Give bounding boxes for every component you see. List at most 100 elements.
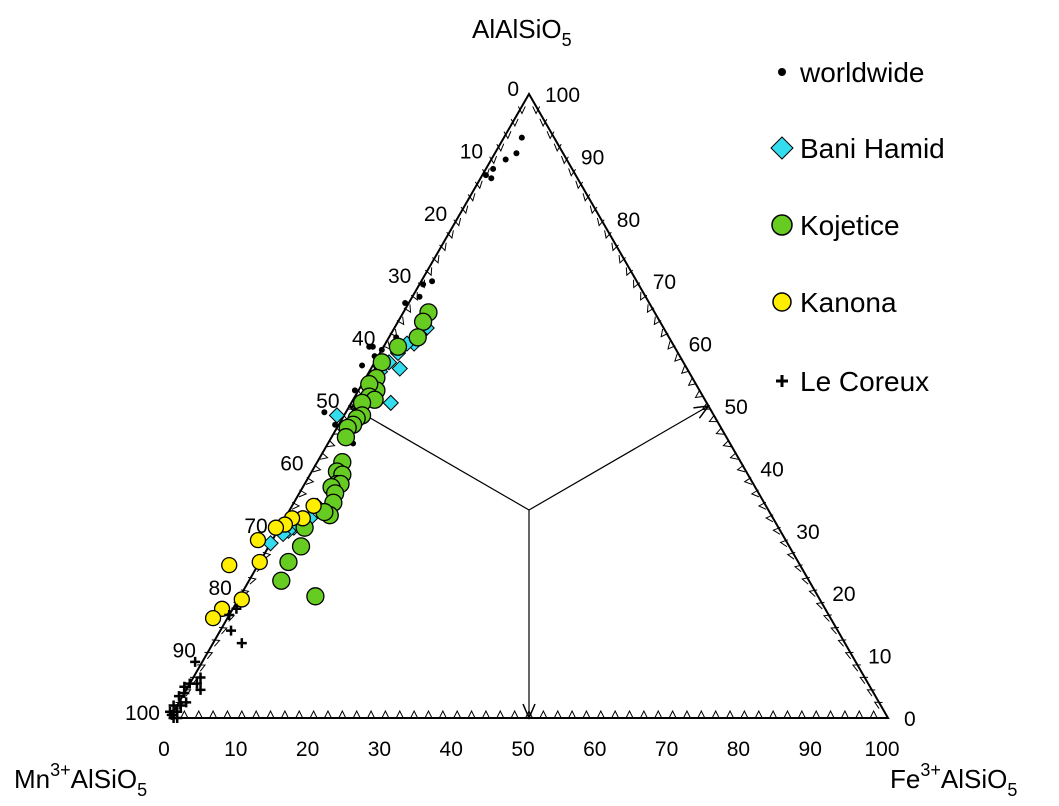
tick-left <box>446 230 454 240</box>
point-kojetice <box>306 587 325 606</box>
point-kojetice <box>279 552 298 572</box>
point-kojetice <box>413 312 433 331</box>
tick-left <box>248 576 257 585</box>
tick-bottom <box>324 709 332 719</box>
tick-bottom <box>754 709 763 719</box>
tick-bottom <box>237 709 246 719</box>
point-worldwide <box>518 134 525 141</box>
median-line-right <box>528 405 709 511</box>
tick-bottom <box>596 709 605 719</box>
tick-label-right: 100 <box>545 84 580 107</box>
tick-bottom <box>352 709 361 719</box>
tick-left <box>305 476 315 485</box>
tick-bottom <box>668 709 677 719</box>
point-kanona <box>204 610 222 627</box>
tick-right <box>743 476 753 485</box>
point-kojetice <box>291 537 311 556</box>
tick-label-bottom: 50 <box>511 738 534 761</box>
tick-bottom <box>223 709 232 719</box>
tick-right <box>830 626 840 635</box>
tick-label-right: 70 <box>653 271 676 294</box>
tick-bottom <box>826 709 835 719</box>
tick-bottom <box>438 709 447 719</box>
point-worldwide <box>359 362 366 369</box>
tick-left <box>396 316 405 326</box>
tick-right <box>786 551 796 560</box>
point-kojetice <box>408 328 427 347</box>
tick-bottom <box>280 709 289 719</box>
median-arrow-bottom <box>522 703 536 720</box>
point-worldwide <box>416 293 423 300</box>
tick-label-bottom: 60 <box>583 738 606 761</box>
tick-label-right: 90 <box>581 146 604 169</box>
tick-right <box>653 316 662 326</box>
point-kanona <box>233 591 250 608</box>
tick-right <box>801 576 810 585</box>
tick-left <box>197 664 207 672</box>
tick-left <box>218 626 228 635</box>
point-worldwide <box>513 150 520 157</box>
tick-right <box>575 180 584 190</box>
legend-item-le-coreux: Le Coreux <box>776 366 929 397</box>
tick-bottom <box>338 709 347 719</box>
tick-bottom <box>769 709 778 719</box>
tick-right <box>568 168 576 177</box>
tick-right <box>646 304 655 314</box>
tick-left <box>326 439 336 448</box>
tick-left <box>460 205 469 215</box>
tick-bottom <box>410 709 419 719</box>
tick-label-right: 0 <box>904 708 916 731</box>
tick-label-bottom: 10 <box>224 738 247 761</box>
legend-marker-plus <box>776 375 788 387</box>
tick-right <box>837 639 847 647</box>
legend-label-kojetice: Kojetice <box>800 210 900 241</box>
legend: worldwide Bani Hamid Kojetice Kanona Le … <box>770 57 945 397</box>
tick-right <box>736 464 746 473</box>
tick-label-right: 60 <box>689 334 712 357</box>
tick-right <box>779 539 789 548</box>
tick-right <box>715 427 725 435</box>
tick-bottom <box>424 709 433 719</box>
tick-left <box>503 131 512 140</box>
tick-right <box>772 526 781 535</box>
tick-left <box>510 118 519 128</box>
tick-bottom <box>539 709 548 719</box>
point-bani-hamid <box>382 394 399 412</box>
legend-marker-diamond <box>770 136 794 160</box>
point-worldwide <box>490 165 497 172</box>
point-le-coreux <box>181 697 192 708</box>
point-le-coreux <box>195 684 206 695</box>
legend-item-kanona: Kanona <box>772 287 897 318</box>
point-worldwide <box>420 281 427 288</box>
tick-label-left: 100 <box>125 702 160 725</box>
tick-bottom <box>367 709 375 719</box>
apex-label-top: AlAlSiO5 <box>472 14 572 50</box>
tick-right <box>633 279 641 289</box>
tick-label-left: 80 <box>208 577 231 600</box>
tick-right <box>667 341 676 350</box>
tick-bottom <box>467 709 476 719</box>
tick-bottom <box>180 709 189 719</box>
tick-right <box>539 118 548 128</box>
tick-right <box>729 452 739 460</box>
tick-bottom <box>783 709 792 719</box>
tick-bottom <box>481 709 490 719</box>
tick-bottom <box>639 709 648 719</box>
tick-left <box>517 106 526 115</box>
tick-left <box>204 651 214 660</box>
triangle-frame <box>168 91 890 720</box>
tick-left <box>489 155 498 165</box>
tick-right <box>765 514 774 523</box>
tick-bottom <box>209 709 218 719</box>
tick-left <box>467 193 476 202</box>
tick-right <box>866 689 876 697</box>
point-worldwide <box>402 300 409 307</box>
tick-right <box>618 254 626 264</box>
tick-left <box>312 464 322 473</box>
tick-left <box>474 180 483 190</box>
tick-right <box>708 415 718 423</box>
point-worldwide <box>378 346 385 353</box>
point-worldwide <box>366 343 373 350</box>
tick-bottom <box>194 709 203 719</box>
tick-right <box>660 328 669 338</box>
